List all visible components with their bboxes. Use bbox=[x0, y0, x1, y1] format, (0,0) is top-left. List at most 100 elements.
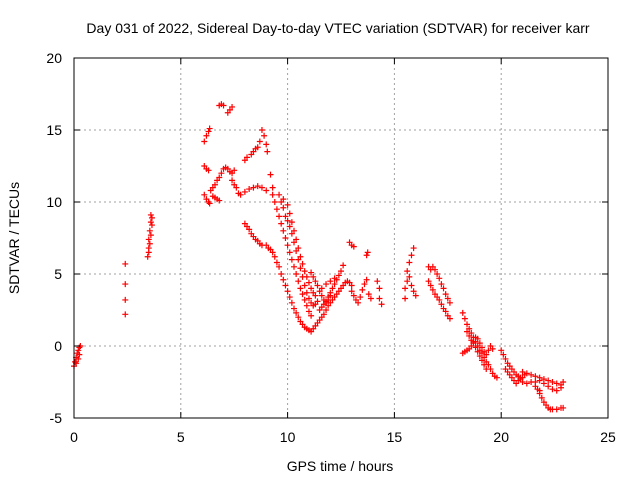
data-point bbox=[286, 294, 293, 301]
y-tick-label: 15 bbox=[46, 122, 62, 138]
data-point bbox=[464, 321, 471, 328]
data-point bbox=[264, 148, 271, 155]
data-point bbox=[293, 309, 300, 316]
data-point bbox=[286, 223, 293, 230]
data-point bbox=[218, 170, 225, 177]
data-point bbox=[263, 141, 270, 148]
data-point bbox=[348, 282, 355, 289]
y-tick-label: 20 bbox=[46, 50, 62, 66]
data-point bbox=[434, 271, 441, 277]
data-point bbox=[323, 307, 330, 313]
data-point bbox=[325, 294, 332, 301]
data-point bbox=[444, 295, 451, 302]
data-point bbox=[364, 249, 371, 256]
data-point bbox=[297, 253, 304, 260]
data-point bbox=[201, 138, 208, 145]
data-point bbox=[263, 187, 270, 194]
data-point bbox=[303, 302, 310, 309]
data-point bbox=[122, 311, 129, 318]
data-point bbox=[327, 278, 334, 285]
data-point bbox=[538, 394, 545, 401]
data-point bbox=[461, 315, 468, 322]
data-point bbox=[231, 167, 238, 174]
data-point bbox=[474, 348, 481, 355]
data-point bbox=[280, 196, 287, 203]
data-point bbox=[410, 288, 417, 295]
data-point bbox=[502, 355, 509, 362]
data-point bbox=[280, 227, 287, 234]
data-point bbox=[348, 288, 355, 295]
x-tick-label: 10 bbox=[280, 429, 296, 445]
data-point bbox=[237, 191, 244, 198]
data-point bbox=[408, 252, 415, 259]
data-point bbox=[340, 262, 347, 269]
data-point bbox=[323, 298, 330, 305]
data-point bbox=[206, 200, 213, 207]
data-point bbox=[472, 344, 479, 351]
data-point bbox=[145, 236, 152, 243]
data-point bbox=[523, 370, 530, 377]
data-point bbox=[519, 368, 526, 375]
data-point bbox=[485, 347, 492, 354]
data-point bbox=[269, 184, 276, 191]
data-point bbox=[288, 299, 295, 306]
data-point bbox=[553, 387, 560, 394]
data-point bbox=[474, 335, 481, 342]
data-point bbox=[442, 291, 449, 298]
data-point bbox=[365, 291, 372, 298]
data-point bbox=[519, 379, 526, 385]
data-point bbox=[493, 374, 500, 381]
data-point bbox=[355, 299, 362, 306]
data-point bbox=[359, 286, 366, 293]
data-point bbox=[295, 278, 302, 285]
data-point bbox=[363, 252, 370, 259]
data-point bbox=[284, 217, 291, 224]
data-point bbox=[284, 201, 291, 208]
data-point bbox=[282, 282, 289, 289]
data-point bbox=[145, 249, 152, 256]
data-point bbox=[305, 295, 312, 302]
data-point bbox=[318, 285, 325, 292]
data-point bbox=[148, 222, 155, 229]
data-point bbox=[148, 214, 155, 221]
data-point bbox=[464, 328, 471, 335]
data-point bbox=[459, 309, 466, 316]
data-point bbox=[201, 191, 208, 198]
data-point bbox=[483, 366, 490, 373]
data-point bbox=[147, 211, 154, 218]
data-point bbox=[376, 295, 383, 302]
data-point bbox=[293, 271, 300, 277]
x-tick-label: 5 bbox=[177, 429, 185, 445]
data-point bbox=[560, 379, 567, 385]
data-point bbox=[229, 103, 236, 110]
data-point bbox=[436, 275, 443, 282]
y-tick-label: 5 bbox=[54, 266, 62, 282]
data-point bbox=[233, 184, 240, 191]
data-point bbox=[273, 259, 280, 266]
data-point bbox=[286, 249, 293, 256]
data-point bbox=[431, 266, 438, 273]
data-point bbox=[404, 278, 411, 285]
data-point bbox=[216, 174, 223, 181]
data-point bbox=[229, 177, 236, 184]
data-point bbox=[549, 379, 556, 385]
data-point bbox=[528, 371, 535, 378]
data-point bbox=[560, 404, 567, 411]
data-point bbox=[269, 249, 276, 256]
data-point bbox=[549, 386, 556, 393]
data-point bbox=[261, 132, 268, 139]
data-point bbox=[350, 292, 357, 299]
data-point bbox=[406, 273, 413, 280]
grid-lines bbox=[74, 58, 608, 418]
y-tick-label: 10 bbox=[46, 194, 62, 210]
data-point bbox=[308, 269, 315, 276]
data-point bbox=[75, 355, 82, 362]
data-point bbox=[558, 384, 565, 391]
x-tick-label: 20 bbox=[493, 429, 509, 445]
data-point bbox=[476, 340, 483, 347]
y-axis-label: SDTVAR / TECUs bbox=[6, 182, 22, 294]
data-point bbox=[357, 294, 364, 301]
data-point bbox=[446, 299, 453, 306]
data-point bbox=[246, 186, 253, 193]
data-point bbox=[147, 232, 154, 239]
